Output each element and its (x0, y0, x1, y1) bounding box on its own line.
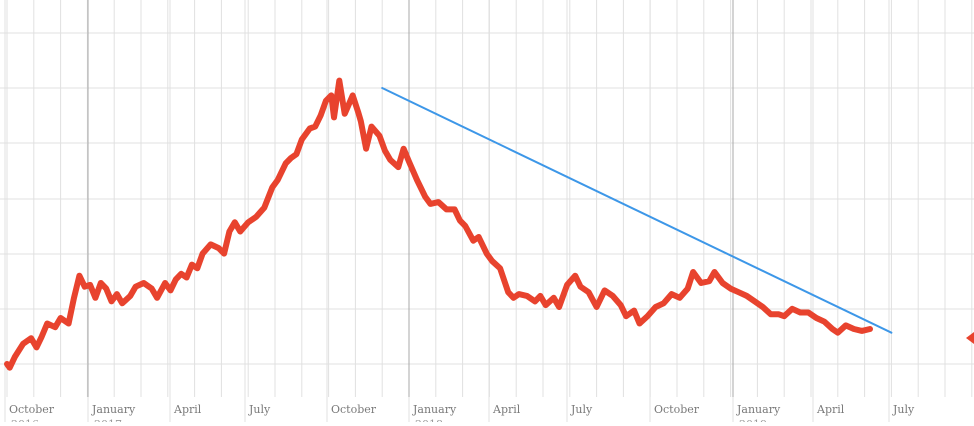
x-tick-label: January (736, 403, 781, 416)
trend-line (381, 87, 893, 334)
x-tick-label: October (331, 403, 377, 416)
series-layer (4, 77, 893, 371)
x-tick-label: January (412, 403, 457, 416)
series-end-marker (966, 332, 974, 344)
x-tick-label: April (492, 403, 521, 416)
price-line (4, 77, 873, 371)
x-tick-year: 2017 (94, 418, 122, 422)
x-axis: October 2016 January 2017 April July October Ja… (4, 397, 915, 426)
x-tick-label: July (892, 403, 915, 416)
x-tick-label: July (248, 403, 271, 416)
grid (0, 0, 974, 397)
x-tick-year: 2016 (11, 418, 39, 422)
x-tick-year: 2018 (415, 418, 443, 422)
x-tick-label: July (570, 403, 593, 416)
edge-markers (966, 332, 974, 344)
x-tick-label: April (173, 403, 202, 416)
x-tick-label: October (654, 403, 700, 416)
x-tick-label: October (9, 403, 55, 416)
x-tick-label: January (91, 403, 136, 416)
x-tick-year: 2019 (739, 418, 767, 422)
x-tick-label: April (816, 403, 845, 416)
